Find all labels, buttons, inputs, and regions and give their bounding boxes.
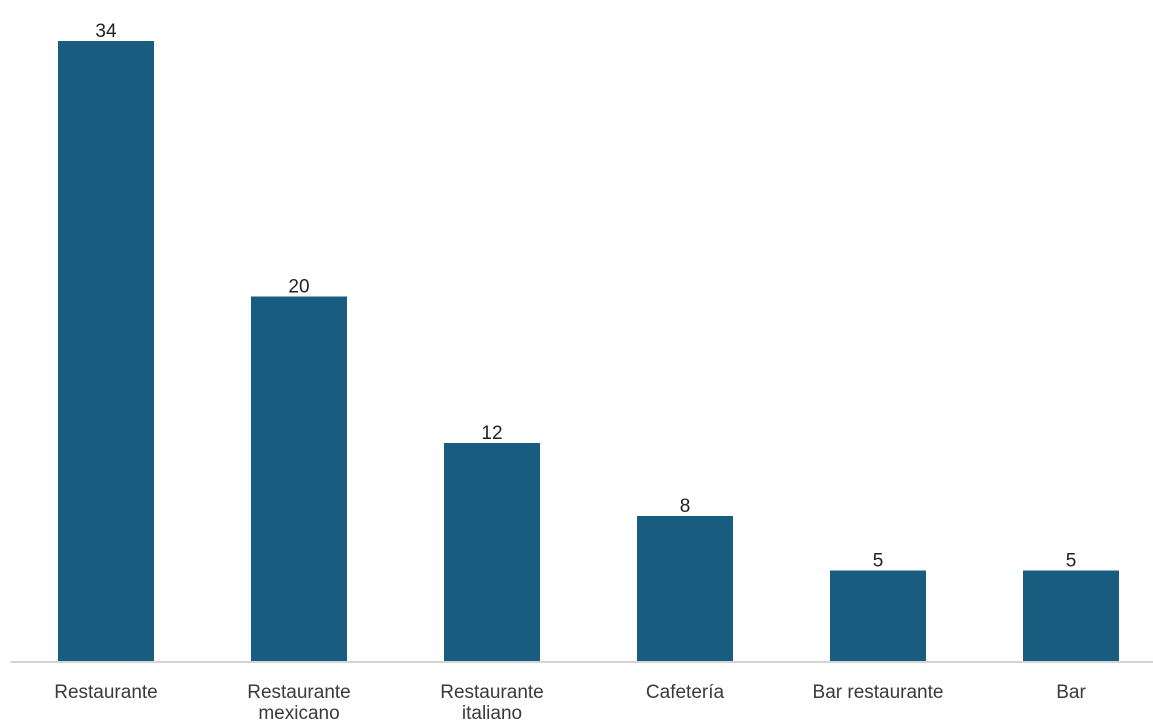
value-label-5: 5 [1066,551,1077,572]
value-label-4: 5 [873,551,884,572]
value-label-3: 8 [680,496,691,517]
x-tick-label-3: Cafetería [646,682,725,703]
x-tick-label-line: Restaurante [54,682,158,703]
value-label-0: 34 [95,21,117,42]
value-label-1: 20 [288,277,309,298]
bar-4 [830,570,926,662]
x-tick-label-4: Bar restaurante [813,682,944,703]
bars-group [58,41,1119,662]
x-tick-label-line: mexicano [258,703,339,724]
x-tick-label-5: Bar [1056,682,1086,703]
x-tick-label-line: Cafetería [646,682,725,703]
bar-0 [58,41,154,662]
bar-5 [1023,570,1119,662]
x-tick-labels-group: Restaurante Restaurante mexicanoRestaurant… [54,682,1086,724]
bar-3 [637,515,733,662]
x-tick-label-2: Restaurante italiano [440,682,544,724]
x-tick-label-1: Restaurante mexicano [247,682,351,724]
bar-2 [444,442,540,662]
x-tick-label-line: Bar restaurante [813,682,944,703]
bar-1 [251,296,347,662]
value-labels-group: 34 20 12 8 5 5 [95,21,1076,572]
x-tick-label-line: Restaurante [247,682,351,703]
x-tick-label-line: Bar [1056,682,1086,703]
x-tick-label-line: italiano [462,703,522,724]
value-label-2: 12 [481,423,502,444]
x-tick-label-0: Restaurante [54,682,158,703]
x-tick-label-line: Restaurante [440,682,544,703]
